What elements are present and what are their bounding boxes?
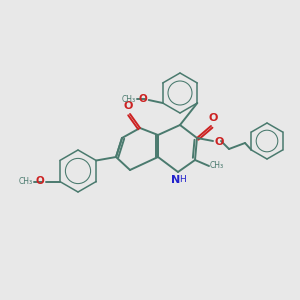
Text: O: O bbox=[208, 113, 218, 123]
Text: O: O bbox=[138, 94, 147, 104]
Text: O: O bbox=[35, 176, 44, 187]
Text: O: O bbox=[123, 101, 133, 111]
Text: CH₃: CH₃ bbox=[210, 161, 224, 170]
Text: O: O bbox=[214, 137, 224, 147]
Text: CH₃: CH₃ bbox=[122, 94, 136, 103]
Text: CH₃: CH₃ bbox=[19, 177, 33, 186]
Text: N: N bbox=[171, 175, 181, 185]
Text: H: H bbox=[178, 176, 185, 184]
